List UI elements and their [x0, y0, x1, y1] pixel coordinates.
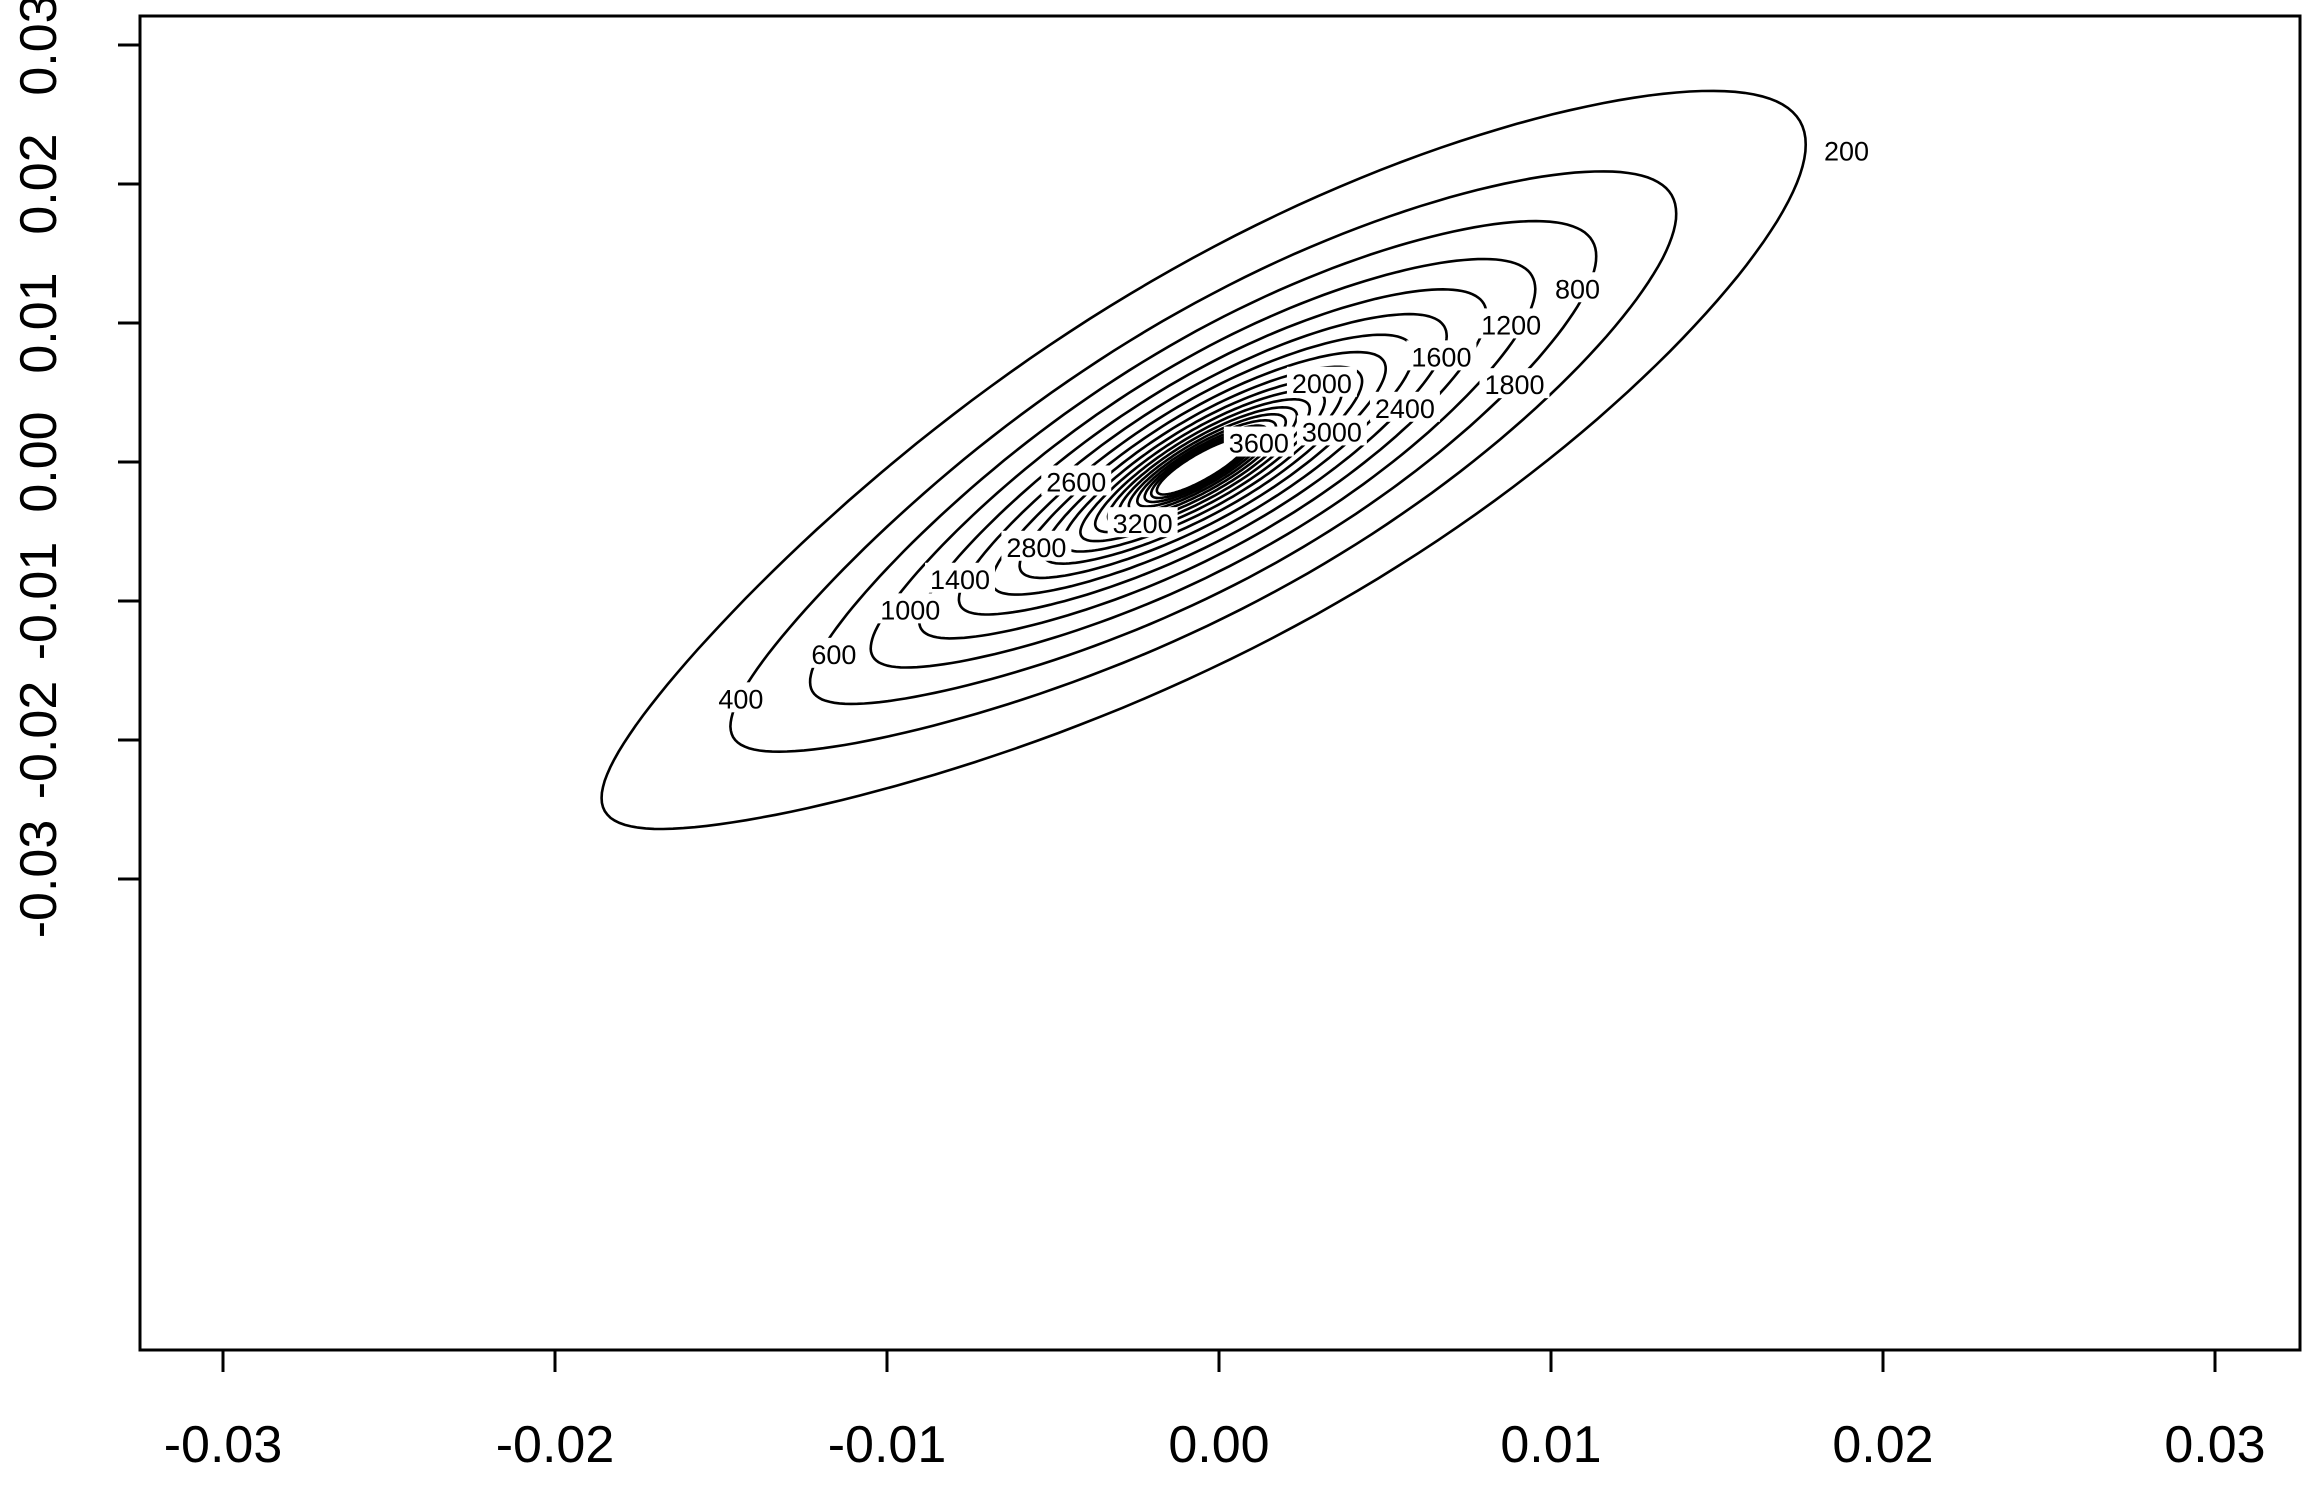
- contour-label: 2000: [1292, 369, 1352, 399]
- contour-label-bg: [1406, 340, 1477, 371]
- contour-line: [729, 170, 1678, 754]
- contour-label: 3600: [1229, 429, 1289, 459]
- contour-line: [1143, 428, 1262, 504]
- contour-label: 1200: [1481, 310, 1541, 340]
- y-axis: -0.03 -0.02 -0.01 0.00 0.01 0.02 0.03: [10, 0, 142, 939]
- contour-label: 800: [1555, 274, 1600, 304]
- contour-line: [1155, 436, 1250, 496]
- plot-frame: [138, 14, 2302, 1352]
- contour-label-group: 200 400 600 800 1000 1200 1400 1600 1800 2000 2400…: [713, 134, 1874, 714]
- contour-label-bg: [1296, 415, 1367, 446]
- x-tick-label: -0.02: [496, 1416, 615, 1474]
- contour-label-bg: [713, 682, 769, 713]
- contour-label: 1400: [930, 565, 990, 595]
- contour-label-bg: [925, 562, 996, 593]
- contour-line: [957, 312, 1449, 616]
- y-tick-label: -0.02: [10, 681, 68, 800]
- contour-label: 600: [811, 640, 856, 670]
- contour-lines: [600, 89, 1808, 831]
- contour-line: [869, 257, 1537, 669]
- y-tick-label: 0.03: [10, 0, 68, 96]
- contour-line: [1093, 398, 1312, 534]
- contour-label-bg: [1001, 530, 1072, 561]
- contour-line: [1149, 433, 1255, 500]
- y-tick-label: 0.01: [10, 272, 68, 373]
- contour-label-bg: [875, 593, 946, 624]
- contour-label-bg: [1223, 426, 1294, 457]
- contour-label: 3000: [1302, 417, 1362, 447]
- contour-label-bg: [1476, 308, 1547, 339]
- y-tick-label: -0.01: [10, 542, 68, 661]
- contour-line: [600, 89, 1808, 831]
- x-tick-label: -0.01: [828, 1416, 947, 1474]
- x-tick-label: 0.00: [1168, 1416, 1269, 1474]
- contour-label-bg: [1041, 465, 1112, 496]
- x-tick-label: 0.01: [1500, 1416, 1601, 1474]
- contour-label: 3200: [1113, 509, 1173, 539]
- contour-line: [1079, 388, 1327, 543]
- contour-label: 400: [718, 684, 763, 714]
- contour-label: 200: [1824, 137, 1869, 167]
- contour-label: 2400: [1375, 394, 1435, 424]
- contour-label-bg: [1818, 134, 1874, 165]
- contour-label-bg: [1107, 507, 1178, 538]
- contour-label-bg: [806, 637, 862, 668]
- x-tick-label: 0.02: [1832, 1416, 1933, 1474]
- contour-label: 2800: [1006, 533, 1066, 563]
- y-tick-label: 0.02: [10, 133, 68, 234]
- y-tick-label: 0.00: [10, 411, 68, 512]
- contour-label: 2600: [1046, 467, 1106, 497]
- contour-label-bg: [1286, 366, 1357, 397]
- x-tick-label: 0.03: [2164, 1416, 2265, 1474]
- contour-label-bg: [1479, 368, 1550, 399]
- contour-label: 1800: [1484, 370, 1544, 400]
- contour-line: [917, 287, 1488, 640]
- contour-label-bg: [1369, 391, 1440, 422]
- contour-label-bg: [1550, 272, 1606, 303]
- contour-label: 1600: [1411, 342, 1471, 372]
- contour-label: 1000: [880, 595, 940, 625]
- x-tick-label: -0.03: [164, 1416, 283, 1474]
- contour-line: [808, 219, 1598, 706]
- y-tick-label: -0.03: [10, 820, 68, 939]
- x-axis: -0.03 -0.02 -0.01 0.00 0.01 0.02 0.03: [164, 1348, 2266, 1474]
- contour-line: [1018, 350, 1388, 580]
